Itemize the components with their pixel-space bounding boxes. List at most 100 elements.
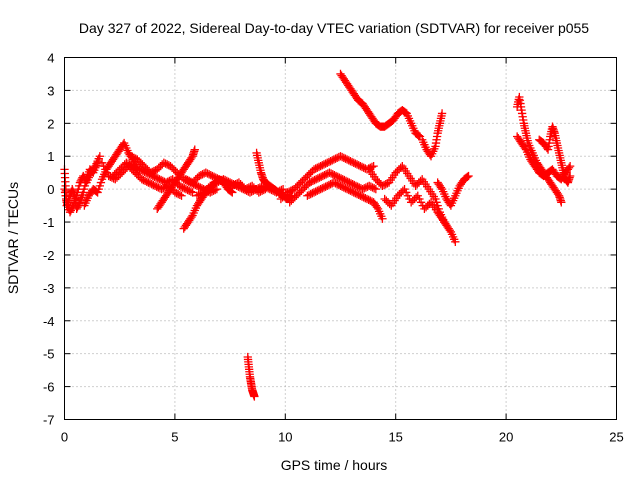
- data-point: [304, 170, 314, 179]
- data-point: [237, 184, 246, 193]
- series-arc-23: [535, 122, 575, 187]
- data-point: [433, 201, 442, 210]
- series-arc-22: [512, 132, 575, 184]
- y-axis-label: SDTVAR / TECUs: [5, 182, 21, 294]
- data-point: [66, 206, 75, 215]
- data-point: [145, 179, 155, 188]
- data-point: [393, 166, 402, 176]
- data-point: [414, 178, 424, 187]
- data-point: [181, 175, 191, 184]
- data-point: [366, 182, 376, 191]
- data-point: [252, 184, 261, 194]
- data-point: [349, 158, 358, 167]
- data-point: [134, 171, 143, 181]
- data-point: [314, 162, 324, 172]
- data-point: [209, 180, 218, 189]
- data-point: [93, 188, 102, 197]
- data-point: [128, 152, 137, 162]
- data-point: [333, 180, 342, 189]
- data-point: [235, 183, 245, 192]
- data-point: [74, 199, 84, 209]
- data-point: [130, 162, 139, 172]
- data-point: [383, 179, 392, 188]
- data-point: [431, 194, 440, 204]
- data-point: [331, 171, 341, 181]
- data-point: [216, 176, 225, 186]
- data-point: [139, 161, 149, 171]
- data-point: [356, 161, 365, 171]
- data-point: [301, 173, 310, 182]
- data-point: [311, 164, 320, 173]
- data-point: [96, 178, 106, 187]
- data-point: [149, 166, 159, 176]
- data-point: [186, 177, 196, 186]
- data-point: [153, 174, 162, 183]
- y-tick-label: -2: [43, 248, 55, 263]
- data-point: [208, 171, 217, 181]
- data-point: [191, 175, 201, 184]
- data-point: [344, 156, 353, 165]
- data-point: [163, 177, 172, 186]
- data-point: [149, 180, 158, 190]
- data-point: [333, 153, 342, 163]
- data-point: [137, 175, 146, 184]
- data-point: [361, 194, 370, 203]
- data-point: [255, 183, 265, 192]
- data-point: [300, 183, 309, 192]
- data-point: [293, 181, 302, 190]
- data-point: [356, 191, 365, 200]
- data-point: [161, 178, 171, 187]
- data-point: [224, 177, 233, 186]
- data-point: [192, 181, 202, 190]
- y-tick-label: 4: [47, 51, 54, 66]
- y-tick-label: -3: [43, 281, 55, 296]
- data-point: [140, 176, 150, 186]
- data-point: [170, 188, 180, 197]
- data-point: [135, 165, 144, 174]
- data-point: [167, 163, 177, 172]
- data-point: [293, 189, 303, 199]
- data-point: [123, 159, 133, 168]
- data-point: [95, 181, 104, 190]
- data-point: [203, 169, 212, 178]
- data-point: [564, 163, 574, 172]
- data-point: [74, 181, 84, 190]
- data-point: [187, 153, 196, 163]
- data-point: [314, 185, 324, 195]
- y-tick-label: 0: [47, 182, 54, 197]
- data-point: [333, 172, 342, 181]
- data-point: [112, 168, 121, 177]
- series-arc-05: [108, 158, 197, 197]
- data-point: [295, 188, 304, 197]
- series-arc-13: [276, 152, 378, 204]
- data-point: [117, 163, 126, 172]
- data-point: [125, 160, 134, 169]
- data-point: [190, 145, 199, 154]
- data-point: [318, 184, 327, 193]
- data-point: [129, 153, 139, 163]
- data-series: [60, 69, 575, 401]
- data-point: [317, 172, 326, 181]
- data-point: [136, 158, 145, 167]
- data-point: [463, 172, 472, 181]
- data-point: [341, 176, 351, 186]
- data-point: [329, 155, 339, 164]
- data-point: [74, 184, 83, 194]
- data-point: [380, 194, 389, 204]
- data-point: [178, 183, 187, 192]
- data-point: [310, 175, 319, 185]
- data-point: [366, 196, 375, 205]
- data-point: [347, 157, 357, 167]
- data-point: [306, 168, 315, 177]
- data-point: [391, 168, 400, 177]
- data-point: [144, 178, 153, 187]
- data-point: [318, 171, 327, 181]
- data-point: [318, 161, 327, 170]
- data-point: [336, 152, 345, 161]
- data-point: [345, 178, 354, 187]
- data-point: [278, 193, 287, 202]
- data-point: [364, 195, 373, 204]
- data-point: [373, 176, 382, 186]
- y-tick-label: -7: [43, 413, 55, 428]
- y-tick-label: -1: [43, 215, 55, 230]
